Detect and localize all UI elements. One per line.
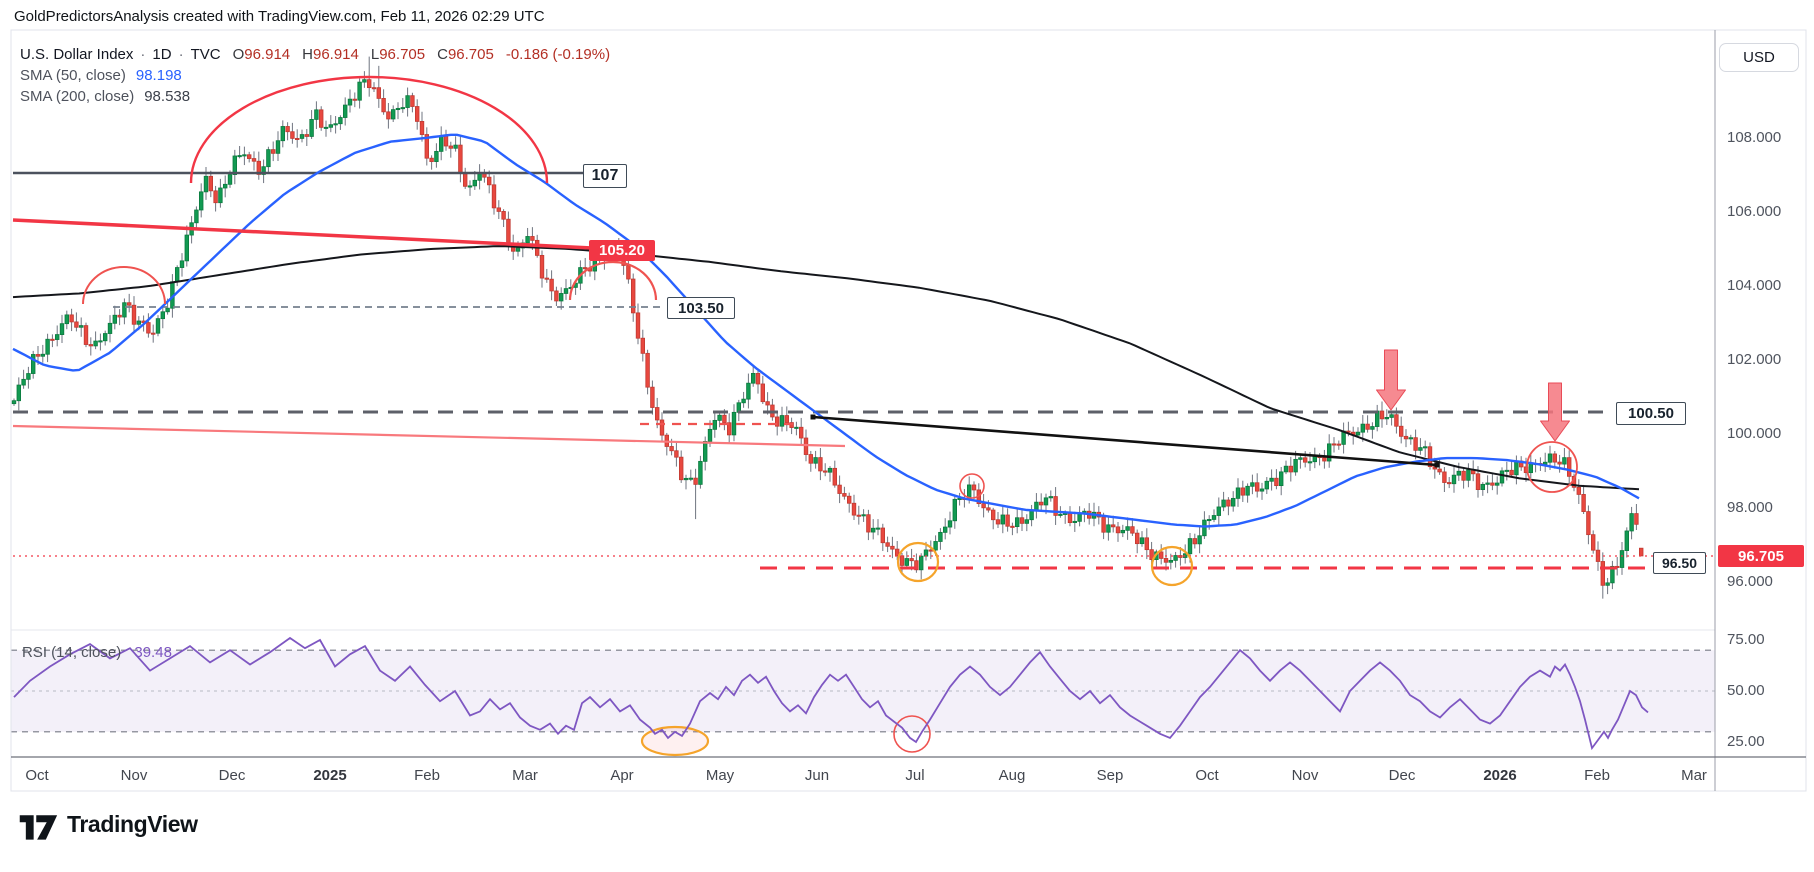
rsi-value: 39.48 <box>134 644 172 661</box>
red-circle-rsi <box>893 715 931 753</box>
sma50-value: 98.198 <box>135 67 182 84</box>
sma50-label: SMA (50, close) <box>20 67 126 84</box>
symbol-legend-row[interactable]: U.S. Dollar Index · 1D · TVC O 96.914 H 96… <box>20 44 610 65</box>
tradingview-logo-text: TradingView <box>67 810 198 837</box>
time-tick-label: 2025 <box>313 767 347 784</box>
close-letter: C <box>437 46 448 63</box>
levels-layer <box>13 171 1715 570</box>
rsi-tick-label: 50.00 <box>1727 682 1765 699</box>
red-resistance-trend <box>12 218 593 250</box>
sma50-legend-row[interactable]: SMA (50, close) 98.198 <box>20 65 610 86</box>
rsi-line <box>13 636 1649 751</box>
time-tick-label: Feb <box>414 767 440 784</box>
rsi-tick-label: 25.00 <box>1727 733 1765 750</box>
legend-separator: · <box>178 46 184 63</box>
close-value: 96.705 <box>447 46 494 63</box>
time-tick-label: Oct <box>1195 767 1219 784</box>
low-value: 96.705 <box>379 46 426 63</box>
tradingview-logo[interactable]: TradingView <box>18 802 198 846</box>
time-tick-label: Mar <box>512 767 538 784</box>
time-tick-label: Jun <box>804 767 830 784</box>
rsi-band <box>11 649 1715 733</box>
high-value: 96.914 <box>312 46 359 63</box>
pink-support-trend <box>12 424 846 448</box>
sma200-line <box>12 245 1640 491</box>
sma200-label: SMA (200, close) <box>20 88 135 105</box>
time-tick-label: Sep <box>1096 767 1124 784</box>
open-letter: O <box>232 46 245 63</box>
price-level-label-100.50: 100.50 <box>1616 402 1686 425</box>
time-tick-label: Dec <box>218 767 246 784</box>
price-level-label-96.50: 96.50 <box>1653 552 1706 574</box>
sma200-legend-row[interactable]: SMA (200, close) 98.538 <box>20 86 610 107</box>
interval-label: 1D <box>152 46 172 63</box>
sma200-value: 98.538 <box>144 88 191 105</box>
low-letter: L <box>370 46 380 63</box>
right-shoulder-arc <box>568 260 658 301</box>
price-tick-label: 106.000 <box>1727 203 1782 220</box>
time-tick-label: May <box>705 767 735 784</box>
orange-circle-sep-low <box>1150 545 1194 587</box>
time-tick-label: 2026 <box>1483 767 1517 784</box>
down-arrow-nov-top <box>1376 349 1406 411</box>
time-tick-label: Aug <box>998 767 1026 784</box>
change-value: -0.186 (-0.19%) <box>505 46 611 63</box>
black-descending-trend <box>812 415 1438 467</box>
sma50-line <box>12 133 1640 528</box>
orange-ellipse-rsi <box>640 725 710 757</box>
price-tick-label: 96.000 <box>1727 573 1773 590</box>
time-tick-label: Mar <box>1681 767 1707 784</box>
chart-legend: U.S. Dollar Index · 1D · TVC O 96.914 H 96… <box>20 44 610 107</box>
attribution-header: GoldPredictorsAnalysis created with Trad… <box>14 8 545 25</box>
head-top-arc <box>189 75 549 184</box>
exchange-label: TVC <box>190 46 221 63</box>
price-level-label-107: 107 <box>583 164 627 188</box>
tradingview-logo-icon <box>19 815 58 840</box>
open-value: 96.914 <box>244 46 291 63</box>
legend-separator: · <box>140 46 146 63</box>
price-tick-label: 100.000 <box>1727 425 1782 442</box>
left-shoulder-arc <box>82 266 166 305</box>
price-level-label-105.20: 105.20 <box>589 240 655 261</box>
high-letter: H <box>302 46 313 63</box>
price-level-label-103.50: 103.50 <box>667 297 735 319</box>
rsi-legend-row[interactable]: RSI (14, close) 39.48 <box>22 644 172 661</box>
rsi-label: RSI (14, close) <box>22 644 122 661</box>
symbol-name: U.S. Dollar Index <box>20 46 134 63</box>
price-tick-label: 102.000 <box>1727 351 1782 368</box>
time-tick-label: Nov <box>120 767 148 784</box>
currency-toggle-button[interactable]: USD <box>1719 43 1799 72</box>
orange-circle-jul-low <box>896 541 940 583</box>
price-tick-label: 98.000 <box>1727 499 1773 516</box>
red-circle-aug-high <box>959 473 985 499</box>
time-tick-label: Apr <box>610 767 634 784</box>
red-circle-2026-top <box>1526 441 1578 493</box>
time-tick-label: Oct <box>25 767 49 784</box>
time-tick-label: Jul <box>905 767 925 784</box>
candles-layer <box>11 56 1644 599</box>
time-tick-label: Dec <box>1388 767 1416 784</box>
price-tick-label: 104.000 <box>1727 277 1782 294</box>
price-tick-label: 108.000 <box>1727 129 1782 146</box>
time-tick-label: Feb <box>1584 767 1610 784</box>
time-tick-label: Nov <box>1291 767 1319 784</box>
currency-label: USD <box>1743 49 1775 66</box>
down-arrow-2026-top <box>1540 382 1570 442</box>
chart-frame-border <box>10 29 1807 792</box>
rsi-tick-label: 75.00 <box>1727 631 1765 648</box>
current-price-badge: 96.705 <box>1718 545 1804 567</box>
